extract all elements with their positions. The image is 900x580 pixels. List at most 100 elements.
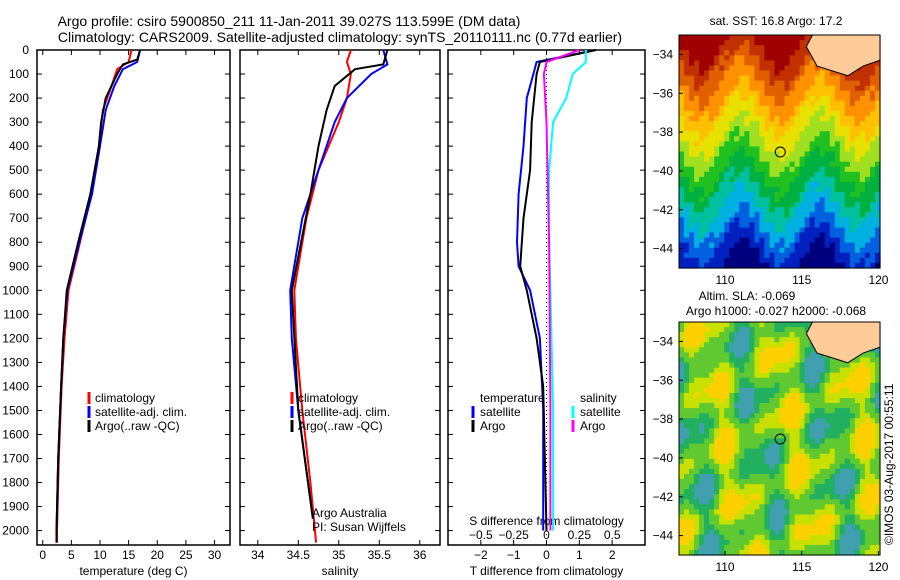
map-cell — [679, 85, 685, 92]
map-cell — [799, 458, 806, 465]
map-cell — [784, 413, 791, 419]
map-cell — [699, 222, 705, 229]
map-cell — [814, 232, 821, 239]
map-cell — [774, 332, 781, 338]
map-cell — [769, 403, 776, 409]
map-cell — [789, 433, 796, 440]
map-cell — [859, 85, 866, 92]
map-cell — [774, 262, 781, 269]
map-cell — [814, 95, 821, 102]
map-cell — [854, 111, 861, 117]
map-cell — [744, 413, 750, 419]
map-cell — [779, 65, 786, 72]
map-cell — [769, 549, 776, 556]
map-cell — [729, 237, 735, 244]
map-cell — [824, 509, 831, 516]
map-cell — [709, 524, 715, 531]
map-cell — [694, 181, 700, 188]
map-cell — [814, 463, 821, 470]
map-cell — [864, 443, 871, 450]
map-cell — [724, 392, 730, 399]
map-cell — [829, 247, 836, 254]
map-cell — [844, 367, 851, 374]
map-cell — [744, 377, 750, 384]
map-cell — [794, 458, 801, 465]
map-cell — [819, 166, 826, 173]
map-cell — [829, 131, 836, 137]
map-cell — [794, 40, 801, 46]
map-cell — [729, 408, 735, 414]
map-cell — [724, 534, 730, 541]
map-cell — [809, 524, 816, 531]
map-cell — [875, 136, 881, 142]
map-cell — [699, 151, 705, 158]
map-cell — [694, 398, 700, 404]
map-cell — [859, 262, 866, 269]
map-cell — [754, 413, 760, 419]
map-cell — [694, 126, 700, 132]
map-cell — [854, 408, 861, 414]
map-cell — [824, 494, 831, 500]
map-cell — [734, 212, 740, 218]
map-cell — [724, 50, 730, 56]
map-cell — [849, 408, 856, 414]
map-cell — [744, 116, 750, 122]
map-cell — [769, 90, 776, 97]
map-cell — [799, 463, 806, 470]
map-cell — [724, 372, 730, 379]
map-cell — [849, 448, 856, 455]
map-cell — [739, 176, 745, 183]
map-cell — [679, 489, 685, 495]
map-cell — [824, 438, 831, 445]
map-cell — [764, 207, 770, 213]
map-cell — [744, 207, 750, 213]
map-cell — [684, 544, 690, 551]
map-cell — [739, 116, 745, 122]
map-cell — [744, 217, 750, 223]
map-cell — [704, 161, 710, 168]
map-cell — [839, 116, 846, 122]
map-cell — [804, 202, 811, 208]
map-cell — [699, 65, 705, 72]
salinity-panel: 34 34.5 35 35.5 36salinityclimatologysatelli… — [239, 49, 441, 578]
map-cell — [689, 116, 695, 122]
map-cell — [844, 131, 851, 137]
map-cell — [689, 181, 695, 188]
map-cell — [804, 60, 811, 66]
map-cell — [875, 514, 881, 521]
map-cell — [709, 443, 715, 450]
map-cell — [724, 90, 730, 97]
map-cell — [814, 539, 821, 546]
map-cell — [804, 468, 811, 475]
map-cell — [694, 499, 700, 505]
map-cell — [714, 156, 720, 163]
map-cell — [719, 146, 725, 153]
map-cell — [764, 116, 770, 122]
map-cell — [779, 100, 786, 107]
map-cell — [834, 80, 841, 87]
map-cell — [764, 222, 770, 229]
map-cell — [769, 262, 776, 269]
map-cell — [739, 242, 745, 249]
map-cell — [839, 484, 846, 490]
map-cell — [799, 192, 806, 198]
map-cell — [834, 176, 841, 183]
map-cell — [804, 433, 811, 440]
map-cell — [789, 136, 796, 142]
map-cell — [814, 156, 821, 163]
map-cell — [679, 192, 685, 198]
map-cell — [714, 357, 720, 364]
map-cell — [804, 453, 811, 460]
map-cell — [839, 403, 846, 409]
map-cell — [814, 534, 821, 541]
map-cell — [719, 197, 725, 203]
map-cell — [819, 433, 826, 440]
map-cell — [774, 357, 781, 364]
map-cell — [844, 151, 851, 158]
map-cell — [784, 423, 791, 429]
map-cell — [739, 367, 745, 374]
map-cell — [875, 166, 881, 173]
map-cell — [734, 156, 740, 163]
map-cell — [739, 549, 745, 556]
